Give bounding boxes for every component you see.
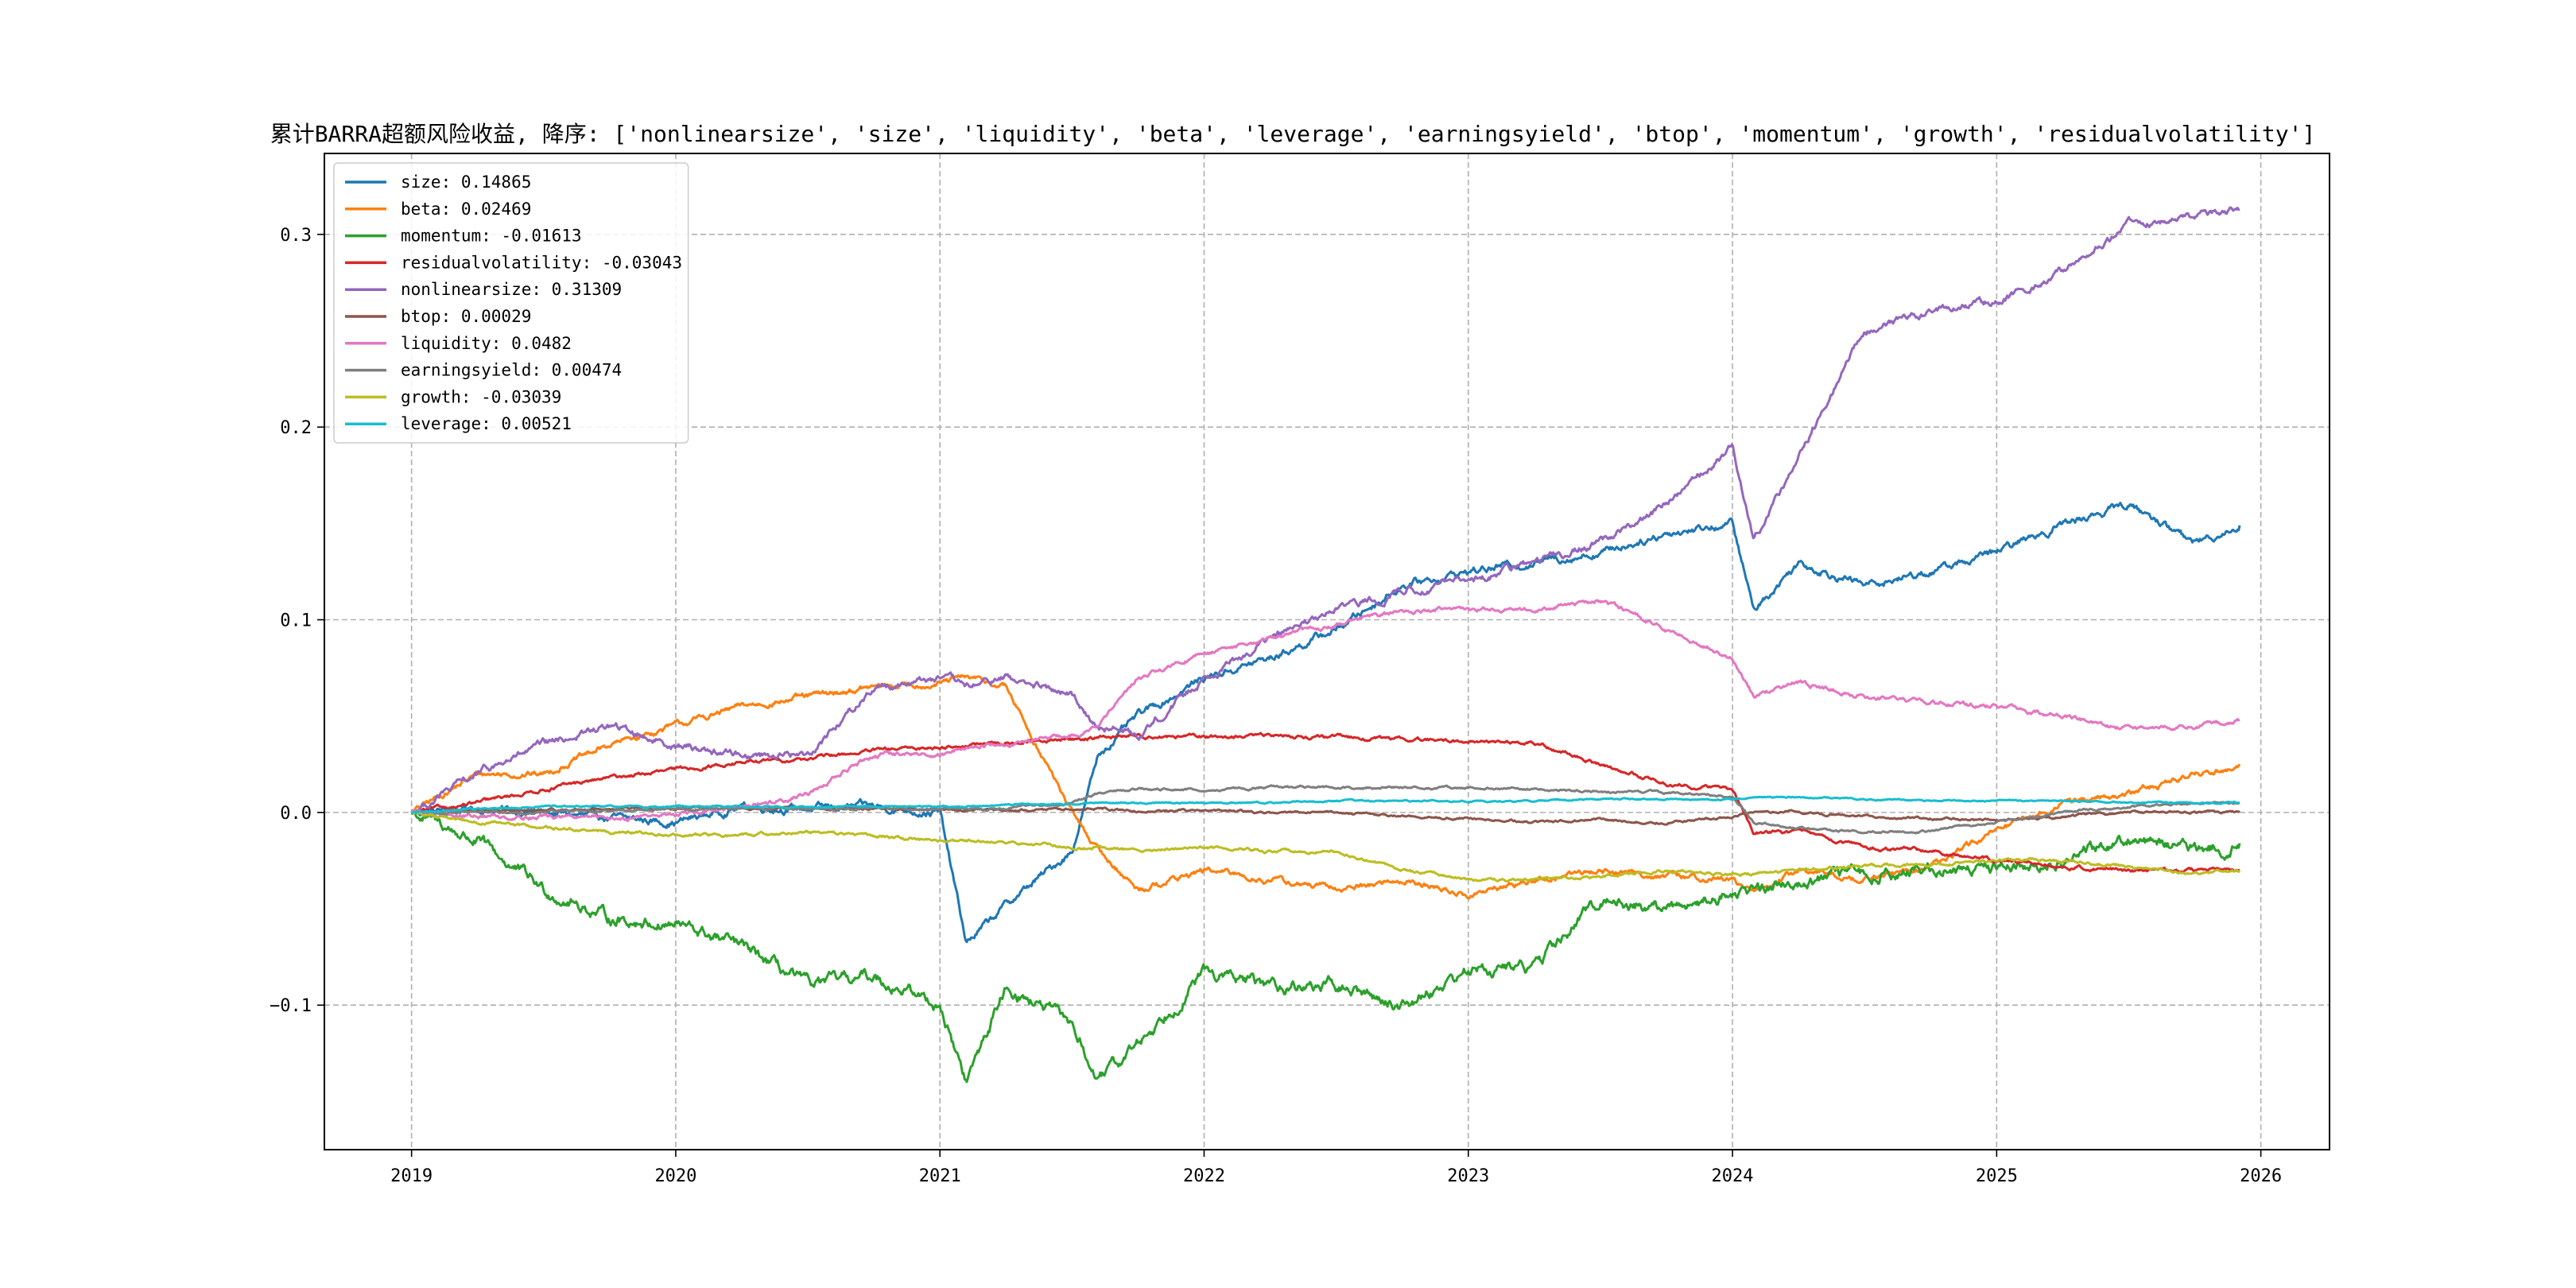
plot-area <box>410 206 2241 1084</box>
y-tick-label: −0.1 <box>270 996 312 1016</box>
x-axis: 2019 2020 2021 2022 2023 2024 2025 2026 <box>390 1150 2282 1186</box>
y-tick-label: 0.3 <box>280 226 312 246</box>
x-tick-label: 2024 <box>1712 1166 1754 1186</box>
series-line-liquidity <box>410 599 2240 822</box>
series-line-beta <box>410 673 2241 900</box>
legend-box <box>333 162 689 444</box>
legend: size: 0.14865 beta: 0.02469 momentum: -0.0… <box>333 162 689 444</box>
legend-label-leverage: leverage: 0.00521 <box>401 414 572 433</box>
series-line-residualvolatility <box>411 731 2240 874</box>
y-tick-label: 0.2 <box>280 418 312 438</box>
x-tick-label: 2025 <box>1976 1166 2018 1186</box>
legend-label-size: size: 0.14865 <box>401 173 531 192</box>
x-tick-label: 2023 <box>1447 1166 1489 1186</box>
legend-label-growth: growth: -0.03039 <box>401 387 561 406</box>
x-tick-label: 2021 <box>919 1166 961 1186</box>
chart-title: 累计BARRA超额风险收益, 降序: ['nonlinearsize', 'si… <box>270 121 2316 147</box>
y-tick-label: 0.0 <box>280 804 312 824</box>
legend-label-earningsyield: earningsyield: 0.00474 <box>401 361 622 380</box>
legend-label-liquidity: liquidity: 0.0482 <box>401 334 572 353</box>
series-line-earningsyield <box>411 784 2240 835</box>
legend-label-beta: beta: 0.02469 <box>401 200 531 219</box>
x-tick-label: 2019 <box>390 1166 433 1186</box>
x-tick-label: 2026 <box>2240 1166 2282 1186</box>
legend-label-residualvolatility: residualvolatility: -0.03043 <box>401 253 682 272</box>
legend-label-nonlinearsize: nonlinearsize: 0.31309 <box>401 280 622 299</box>
series-line-leverage <box>411 795 2240 814</box>
series-line-growth <box>411 811 2241 883</box>
x-tick-label: 2020 <box>654 1166 696 1186</box>
x-tick-label: 2022 <box>1183 1166 1225 1186</box>
axes-frame <box>324 153 2330 1150</box>
series-line-momentum <box>410 810 2241 1084</box>
legend-label-btop: btop: 0.00029 <box>401 307 531 326</box>
legend-label-momentum: momentum: -0.01613 <box>401 227 582 246</box>
y-tick-label: 0.1 <box>280 611 312 631</box>
y-axis: −0.1 0.0 0.1 0.2 0.3 <box>270 226 324 1016</box>
series-line-nonlinearsize <box>411 206 2240 814</box>
